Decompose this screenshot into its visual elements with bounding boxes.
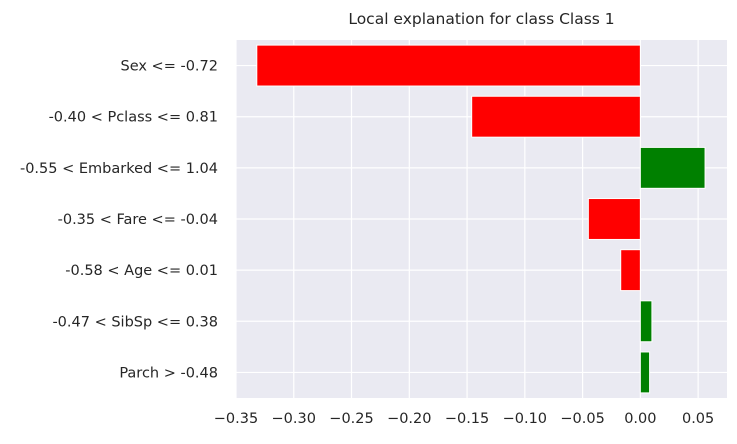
bar-4 xyxy=(620,249,641,292)
y-tick-label: -0.55 < Embarked <= 1.04 xyxy=(20,161,218,177)
y-tick-labels: Sex <= -0.72 -0.40 < Pclass <= 0.81 -0.55 … xyxy=(20,59,218,382)
x-tick-label: −0.10 xyxy=(503,411,547,427)
x-tick-labels: −0.35 −0.30 −0.25 −0.20 −0.15 −0.10 −0.05 0.00 0… xyxy=(214,411,714,427)
bar-6 xyxy=(639,351,651,394)
y-tick-label: -0.47 < SibSp <= 0.38 xyxy=(52,314,218,330)
bars xyxy=(256,44,706,394)
y-tick-label: -0.58 < Age <= 0.01 xyxy=(65,263,218,279)
bar-1 xyxy=(471,95,641,138)
y-tick-label: Sex <= -0.72 xyxy=(121,59,219,75)
x-tick-label: 0.05 xyxy=(682,411,714,427)
y-tick-label: -0.40 < Pclass <= 0.81 xyxy=(49,110,218,126)
y-tick-label: Parch > -0.48 xyxy=(119,365,218,381)
x-tick-label: −0.30 xyxy=(272,411,316,427)
bar-3 xyxy=(587,198,641,240)
bar-0 xyxy=(256,44,641,87)
chart-title: Local explanation for class Class 1 xyxy=(348,10,614,28)
x-tick-label: −0.05 xyxy=(560,411,604,427)
bar-5 xyxy=(639,300,653,343)
y-tick-label: -0.35 < Fare <= -0.04 xyxy=(58,212,218,228)
bar-2 xyxy=(639,146,706,189)
x-tick-label: 0.00 xyxy=(624,411,656,427)
x-tick-label: −0.25 xyxy=(329,411,373,427)
x-tick-label: −0.15 xyxy=(445,411,489,427)
x-tick-label: −0.35 xyxy=(214,411,258,427)
x-tick-label: −0.20 xyxy=(387,411,431,427)
